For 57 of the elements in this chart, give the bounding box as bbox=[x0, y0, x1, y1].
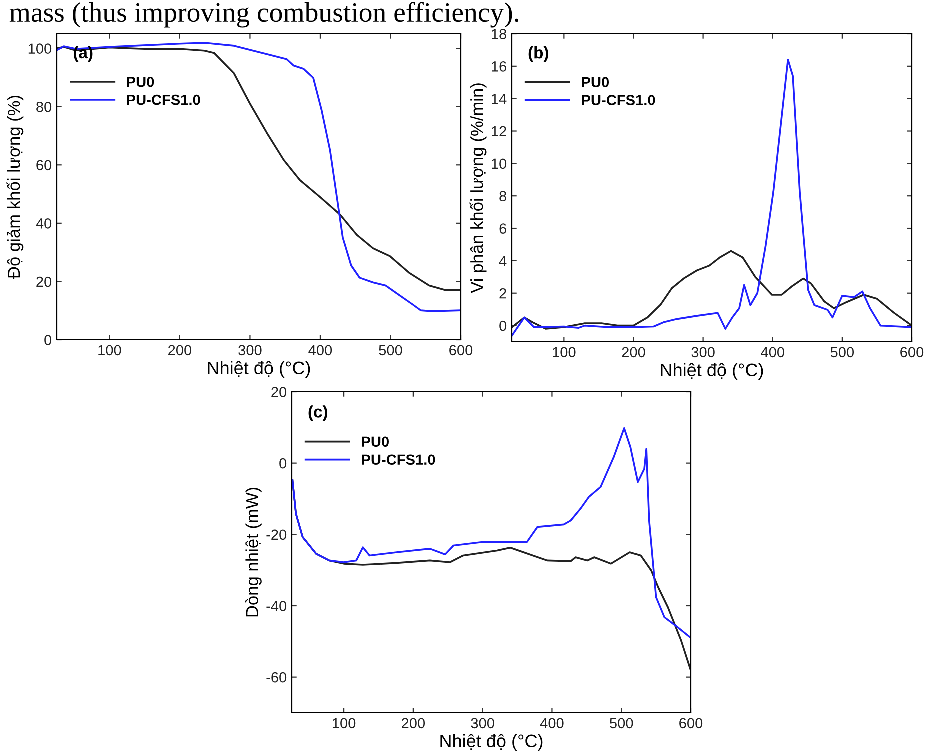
y-axis-title: Dòng nhiệt (mW) bbox=[246, 488, 262, 617]
x-tick-label: 600 bbox=[450, 345, 473, 356]
x-tick-label: 300 bbox=[692, 347, 715, 358]
x-tick-label: 400 bbox=[308, 345, 332, 356]
y-tick-label: 16 bbox=[492, 62, 506, 72]
y-tick-label: 40 bbox=[36, 218, 52, 229]
line-series bbox=[292, 427, 691, 640]
annotation: (b) bbox=[528, 46, 548, 62]
x-axis-title: Nhiệt độ (°C) bbox=[661, 363, 764, 380]
y-tick-label: -60 bbox=[266, 672, 287, 683]
x-tick-label: 100 bbox=[553, 347, 576, 358]
x-tick-label: 200 bbox=[402, 718, 426, 729]
x-tick-label: 500 bbox=[379, 345, 402, 356]
annotation: (a) bbox=[74, 46, 93, 62]
y-tick-label: 20 bbox=[272, 387, 287, 398]
x-tick-label: 300 bbox=[471, 718, 494, 729]
y-tick-label: 6 bbox=[500, 224, 506, 234]
x-axis-title: Nhiệt độ (°C) bbox=[440, 734, 543, 752]
y-tick-label: 0 bbox=[280, 458, 287, 469]
x-tick-label: 600 bbox=[900, 347, 924, 358]
legend-label: PU-CFS1.0 bbox=[127, 94, 200, 106]
y-tick-label: 2 bbox=[500, 288, 506, 299]
x-tick-label: 500 bbox=[610, 718, 634, 729]
y-tick-label: 0 bbox=[500, 320, 507, 332]
line-series bbox=[512, 250, 912, 330]
y-tick-label: 12 bbox=[492, 126, 506, 137]
y-tick-label: 20 bbox=[36, 276, 52, 288]
y-tick-label: -40 bbox=[266, 601, 287, 612]
x-tick-label: 100 bbox=[98, 345, 122, 356]
x-tick-label: 400 bbox=[761, 347, 784, 358]
y-tick-label: 60 bbox=[36, 160, 52, 171]
x-tick-label: 100 bbox=[332, 718, 356, 729]
legend-label: PU0 bbox=[362, 436, 389, 448]
y-tick-label: 0 bbox=[44, 335, 52, 346]
x-tick-label: 300 bbox=[238, 345, 262, 356]
legend-label: PU-CFS1.0 bbox=[582, 95, 656, 106]
annotation: (c) bbox=[308, 406, 328, 422]
y-tick-label: 10 bbox=[492, 158, 507, 170]
legend-label: PU0 bbox=[582, 77, 610, 88]
x-axis-title: Nhiệt độ (°C) bbox=[208, 361, 310, 378]
y-tick-label: 100 bbox=[28, 44, 52, 54]
x-tick-label: 600 bbox=[680, 718, 703, 729]
text: mass (thus improving combustion efficiency). bbox=[10, 2, 518, 28]
legend-label: PU0 bbox=[127, 76, 154, 88]
y-tick-label: -20 bbox=[266, 530, 287, 540]
y-tick-label: 4 bbox=[499, 256, 507, 266]
x-tick-label: 200 bbox=[168, 345, 192, 356]
y-tick-label: 80 bbox=[36, 102, 52, 112]
legend-label: PU-CFS1.0 bbox=[362, 454, 436, 466]
x-tick-label: 200 bbox=[622, 347, 646, 358]
y-axis-title: Độ giảm khối lượng (%) bbox=[6, 96, 24, 279]
y-tick-label: 14 bbox=[492, 94, 507, 104]
y-tick-label: 18 bbox=[492, 29, 507, 40]
y-tick-label: 8 bbox=[500, 191, 507, 202]
y-axis-title: Vi phân khối lượng (%/min) bbox=[470, 84, 487, 294]
x-tick-label: 500 bbox=[830, 347, 854, 358]
x-tick-label: 400 bbox=[540, 718, 564, 729]
